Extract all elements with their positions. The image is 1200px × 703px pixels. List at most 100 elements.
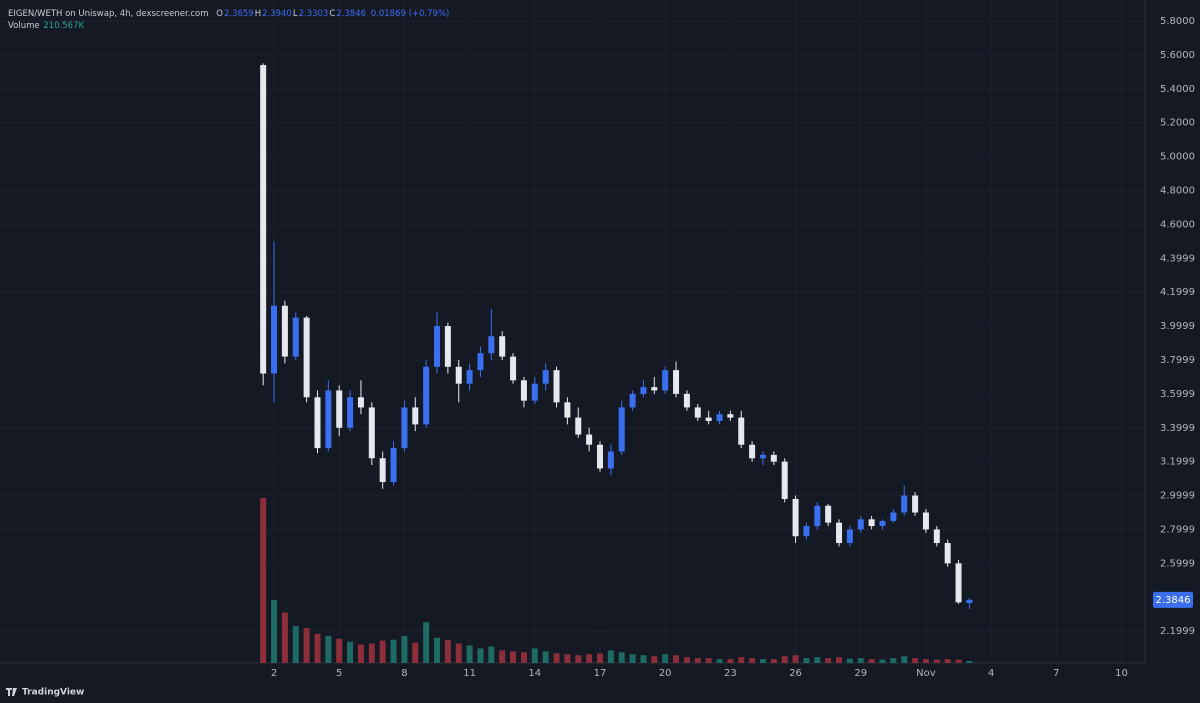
y-tick-label: 2.7999 (1160, 524, 1195, 535)
volume-bar (499, 650, 506, 663)
candle-body (955, 563, 962, 603)
x-tick-label: 14 (528, 668, 541, 679)
candle-body (607, 451, 614, 469)
ohlc-value: 2.3303 (298, 9, 329, 19)
candle-body (477, 353, 484, 371)
volume-bar (477, 648, 484, 663)
y-tick-label: 5.0000 (1160, 152, 1195, 163)
y-tick-label: 4.1999 (1160, 287, 1195, 298)
candle-body (901, 495, 908, 513)
volume-bar (412, 642, 419, 663)
candle-body (705, 417, 712, 421)
volume-bar (347, 641, 354, 663)
axes: 5.8000 5.6000 5.4000 5.2000 5.0000 4.8000 4.60… (271, 16, 1195, 679)
x-tick-label: 2 (271, 668, 277, 679)
volume-bar (912, 658, 919, 663)
candle-body (912, 495, 919, 513)
volume-bar (890, 658, 897, 663)
volume-bar (640, 655, 647, 663)
volume-bar (510, 651, 517, 663)
candle-body (933, 529, 940, 544)
candle-body (466, 370, 473, 384)
candle-body (260, 65, 267, 374)
y-tick-label: 5.2000 (1160, 118, 1195, 129)
volume-bar (966, 660, 973, 663)
candle-body (716, 414, 723, 421)
volume-bar (455, 643, 462, 663)
volume-bar (662, 654, 669, 663)
volume-bar (879, 659, 886, 663)
x-tick-label: 29 (854, 668, 867, 679)
volume-bar (444, 639, 451, 663)
y-tick-label: 3.5999 (1160, 389, 1195, 400)
candle-body (531, 383, 538, 401)
candle-body (499, 336, 506, 357)
volume-bar (673, 655, 680, 663)
volume-bar (325, 635, 332, 663)
candle-body (651, 387, 658, 391)
volume-bar (705, 658, 712, 663)
volume-bar (901, 656, 908, 663)
ohlc-value: 2.3846 (336, 9, 367, 19)
candle-body (575, 417, 582, 435)
candle-body (586, 434, 593, 445)
candle-body (640, 387, 647, 394)
volume-bar (314, 633, 321, 663)
candle-body (510, 356, 517, 381)
candle-body (520, 380, 527, 401)
volume-bar (357, 644, 364, 663)
candle-body (944, 543, 951, 564)
y-tick-label: 5.6000 (1160, 50, 1195, 61)
volume-bar (423, 622, 430, 663)
candle-body (846, 529, 853, 544)
volume-bar (716, 659, 723, 663)
candle-body (836, 522, 843, 544)
candle-body (379, 458, 386, 482)
volume-bar (803, 658, 810, 663)
candle-body (488, 336, 495, 354)
y-tick-label: 4.6000 (1160, 219, 1195, 230)
candle-body (314, 397, 321, 449)
grid (0, 0, 1145, 663)
y-tick-label: 2.9999 (1160, 491, 1195, 502)
volume-bar (575, 655, 582, 663)
x-tick-label: 7 (1053, 668, 1059, 679)
volume-bar (390, 639, 397, 663)
volume-bar (434, 637, 441, 663)
change: 0.01869 (+0.79%) (370, 9, 450, 19)
volume-bar (651, 656, 658, 663)
y-tick-label: 3.3999 (1160, 423, 1195, 434)
x-tick-label: 26 (789, 668, 802, 679)
last-price-label: 2.3846 (1156, 595, 1191, 606)
ohlc-key: H (254, 9, 262, 19)
volume-bar (542, 651, 549, 663)
candle-body (401, 407, 408, 449)
volume-bar (814, 657, 821, 663)
y-tick-label: 5.8000 (1160, 16, 1195, 27)
candle-body (868, 519, 875, 527)
candle-body (564, 402, 571, 418)
candle-body (434, 326, 441, 367)
candle-body (292, 317, 299, 357)
candle-body (336, 390, 343, 428)
candle-body (683, 393, 690, 408)
x-tick-label: 5 (336, 668, 342, 679)
ohlc-key: L (292, 9, 298, 19)
volume-bar (553, 653, 560, 663)
volume-value: 210.567K (43, 21, 85, 31)
candle-body (444, 326, 451, 367)
candles (260, 63, 973, 610)
volume-bar (618, 652, 625, 663)
y-tick-label: 3.9999 (1160, 321, 1195, 332)
volume-bar (260, 498, 267, 663)
candle-body (890, 512, 897, 521)
candle-body (694, 407, 701, 418)
y-tick-label: 2.5999 (1160, 558, 1195, 569)
volume-line: Volume 210.567K (8, 21, 85, 31)
candle-body (368, 407, 375, 459)
candle-body (727, 414, 734, 418)
volume-bar (781, 656, 788, 663)
volume-bar (531, 648, 538, 663)
candle-body (792, 498, 799, 537)
